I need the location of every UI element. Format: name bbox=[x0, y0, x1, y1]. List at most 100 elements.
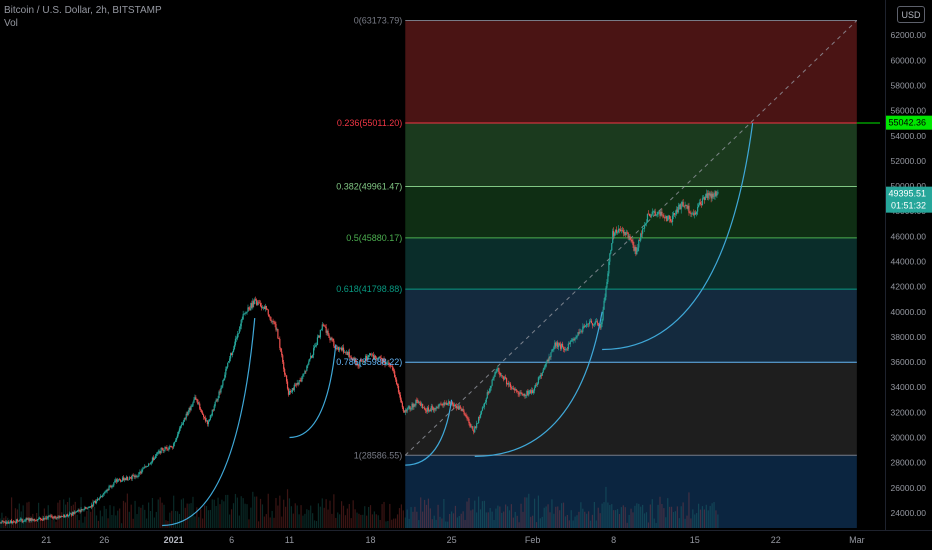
volume-bar bbox=[506, 506, 509, 528]
volume-bar bbox=[203, 505, 206, 528]
volume-bar bbox=[533, 498, 536, 528]
volume-bar bbox=[252, 491, 254, 528]
candle-body bbox=[136, 476, 138, 477]
candle-body bbox=[344, 351, 347, 353]
candle-body bbox=[53, 516, 55, 518]
volume-bar bbox=[45, 514, 47, 528]
volume-bar bbox=[88, 509, 90, 528]
candle-body bbox=[383, 359, 385, 362]
candle-body bbox=[163, 450, 165, 452]
volume-bar bbox=[684, 518, 686, 528]
candle-body bbox=[264, 306, 266, 310]
candle-body bbox=[627, 232, 629, 238]
candle-body bbox=[389, 364, 391, 366]
candle-body bbox=[640, 233, 642, 241]
candle-body bbox=[423, 407, 426, 410]
volume-bar bbox=[526, 497, 528, 528]
time-axis: 21 26 2021 6 11 18 25 Feb 8 15 22 Mar bbox=[41, 535, 864, 545]
candle-body bbox=[215, 399, 217, 402]
time-tick-label: 26 bbox=[99, 535, 109, 545]
candle-body bbox=[149, 463, 152, 464]
candle-body bbox=[424, 409, 427, 411]
candle-body bbox=[343, 351, 346, 353]
volume-bar bbox=[649, 504, 651, 528]
candle-body bbox=[281, 351, 283, 356]
volume-bar bbox=[669, 506, 671, 528]
candle-body bbox=[108, 486, 110, 490]
candle-body bbox=[701, 198, 704, 205]
candle-body bbox=[160, 447, 162, 454]
volume-bar bbox=[450, 511, 453, 528]
volume-bar bbox=[163, 504, 165, 528]
volume-bar bbox=[346, 508, 348, 528]
fib-band-1 bbox=[405, 455, 857, 528]
candle-body bbox=[422, 407, 425, 409]
candle-body bbox=[717, 191, 719, 194]
price-tick-label: 36000.00 bbox=[891, 357, 927, 367]
volume-bar bbox=[593, 501, 595, 528]
candle-body bbox=[251, 303, 253, 308]
candle-body bbox=[92, 502, 95, 506]
candle-body bbox=[400, 399, 403, 403]
candle-body bbox=[121, 477, 124, 482]
candle-body bbox=[175, 440, 177, 442]
candle-body bbox=[173, 443, 175, 448]
volume-bar bbox=[371, 514, 374, 528]
volume-bar bbox=[147, 502, 150, 528]
volume-bar bbox=[288, 498, 291, 528]
candle-body bbox=[210, 415, 212, 416]
volume-bar bbox=[458, 516, 460, 528]
candle-body bbox=[650, 214, 652, 217]
last-price-label: 49395.51 bbox=[888, 189, 926, 199]
volume-bar bbox=[489, 507, 491, 528]
candle-body bbox=[648, 213, 650, 216]
volume-bar bbox=[605, 486, 607, 528]
candle-body bbox=[0, 522, 2, 524]
candle-body bbox=[677, 206, 679, 213]
price-tick-label: 24000.00 bbox=[891, 508, 927, 518]
volume-bar bbox=[325, 499, 327, 528]
volume-bar bbox=[242, 498, 244, 528]
candle-body bbox=[273, 321, 275, 323]
candle-body bbox=[710, 193, 712, 199]
candle-body bbox=[464, 414, 466, 415]
candle-body bbox=[301, 376, 303, 382]
volume-bar bbox=[84, 516, 86, 528]
candle-body bbox=[252, 301, 254, 308]
candle-body bbox=[311, 355, 313, 358]
volume-bar bbox=[340, 501, 343, 528]
volume-bar bbox=[248, 519, 250, 528]
candle-body bbox=[506, 383, 509, 385]
target-price-tag bbox=[886, 115, 932, 130]
candle-body bbox=[132, 474, 134, 476]
candle-body bbox=[90, 506, 92, 508]
candle-body bbox=[588, 321, 591, 325]
candle-body bbox=[325, 326, 327, 333]
volume-bar bbox=[537, 495, 540, 528]
candle-body bbox=[496, 369, 498, 373]
fib-band-0.5 bbox=[405, 237, 857, 290]
volume-bar bbox=[194, 516, 196, 528]
candle-body bbox=[236, 334, 238, 339]
candle-body bbox=[151, 457, 154, 463]
candle-body bbox=[98, 498, 100, 500]
candle-body bbox=[211, 409, 213, 416]
symbol-title[interactable]: Bitcoin / U.S. Dollar, 2h, BITSTAMP bbox=[4, 5, 162, 16]
candle-body bbox=[41, 519, 44, 521]
volume-bar bbox=[57, 502, 59, 528]
currency-button[interactable]: USD bbox=[897, 6, 925, 23]
volume-bar bbox=[643, 513, 646, 528]
volume-bar bbox=[300, 505, 302, 528]
volume-label[interactable]: Vol bbox=[4, 18, 18, 29]
volume-bar bbox=[690, 518, 692, 528]
volume-bar bbox=[377, 515, 379, 528]
candle-body bbox=[427, 407, 430, 412]
volume-bar bbox=[159, 497, 161, 528]
candle-body bbox=[10, 520, 13, 524]
candle-body bbox=[22, 521, 24, 523]
candle-body bbox=[697, 207, 699, 212]
candle-body bbox=[645, 222, 648, 224]
candle-body bbox=[520, 392, 522, 394]
candle-body bbox=[601, 319, 603, 324]
